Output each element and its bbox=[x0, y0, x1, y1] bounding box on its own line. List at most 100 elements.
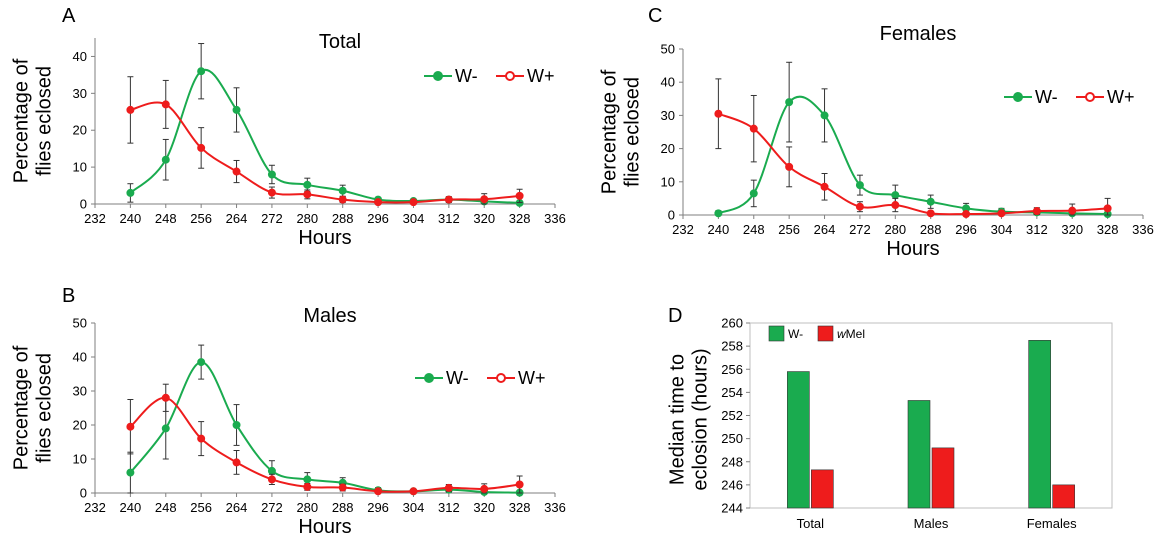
data-point bbox=[926, 209, 935, 218]
x-tick-label: 248 bbox=[155, 500, 177, 515]
data-point bbox=[374, 487, 383, 496]
data-point bbox=[409, 487, 418, 496]
x-axis-label: Hours bbox=[298, 227, 351, 249]
legend-label: W- bbox=[788, 327, 803, 341]
x-tick-label: 296 bbox=[367, 500, 389, 515]
data-point bbox=[820, 111, 829, 120]
y-tick-label: 10 bbox=[661, 174, 675, 189]
data-point bbox=[997, 209, 1006, 218]
panel-letter-d: D bbox=[668, 305, 682, 327]
series-w-plus bbox=[714, 78, 1112, 219]
x-tick-label: 288 bbox=[332, 211, 354, 226]
x-tick-label: 256 bbox=[778, 222, 800, 237]
data-point bbox=[232, 167, 241, 176]
y-tick-label: 0 bbox=[80, 197, 87, 212]
series-w-minus bbox=[714, 61, 1112, 219]
legend-label: wMel bbox=[837, 327, 865, 341]
data-point bbox=[749, 189, 758, 198]
x-tick-label: 296 bbox=[367, 211, 389, 226]
x-tick-label: 256 bbox=[190, 500, 212, 515]
y-tick-label: 30 bbox=[73, 384, 87, 399]
panel-letter-a: A bbox=[62, 5, 76, 27]
data-point bbox=[515, 480, 524, 489]
data-point bbox=[232, 105, 241, 114]
y-axis-label-line: Median time to bbox=[667, 354, 689, 485]
data-point bbox=[444, 195, 453, 204]
x-tick-label: 240 bbox=[708, 222, 730, 237]
x-tick-label: 248 bbox=[743, 222, 765, 237]
data-point bbox=[126, 422, 135, 431]
data-point bbox=[267, 475, 276, 484]
x-tick-label: 288 bbox=[332, 500, 354, 515]
legend-marker bbox=[496, 373, 506, 383]
data-point bbox=[785, 162, 794, 171]
data-point bbox=[480, 484, 489, 493]
data-point bbox=[444, 483, 453, 492]
y-axis-label: Median time toeclosion (hours) bbox=[667, 348, 712, 490]
x-tick-label: 280 bbox=[296, 500, 318, 515]
legend-label: W- bbox=[1035, 87, 1058, 107]
y-tick-label: 30 bbox=[661, 108, 675, 123]
y-tick-label: 246 bbox=[721, 477, 743, 492]
y-tick-label: 50 bbox=[661, 42, 675, 57]
series-w-plus bbox=[126, 76, 524, 207]
bar bbox=[811, 469, 834, 509]
x-tick-label: 304 bbox=[403, 500, 425, 515]
data-point bbox=[267, 188, 276, 197]
data-point bbox=[855, 181, 864, 190]
data-point bbox=[126, 188, 135, 197]
legend: W-wMel bbox=[768, 325, 865, 342]
x-tick-label: Total bbox=[797, 516, 825, 531]
data-point bbox=[749, 124, 758, 133]
y-tick-label: 248 bbox=[721, 454, 743, 469]
data-point bbox=[338, 195, 347, 204]
data-point bbox=[714, 209, 723, 218]
data-point bbox=[267, 170, 276, 179]
bar bbox=[787, 371, 810, 509]
y-tick-label: 40 bbox=[73, 350, 87, 365]
y-axis-label-line: flies eclosed bbox=[622, 77, 644, 187]
legend-marker bbox=[1085, 92, 1095, 102]
legend-label: W- bbox=[455, 66, 478, 86]
data-point bbox=[303, 482, 312, 491]
panel-d-median: D 244 246 248 250 252 254 256 258 260 Total Males F… bbox=[667, 305, 1113, 531]
data-point bbox=[926, 197, 935, 206]
x-tick-label: 336 bbox=[544, 211, 566, 226]
bar bbox=[1028, 340, 1051, 509]
legend-marker bbox=[424, 373, 434, 383]
x-tick-label: 240 bbox=[120, 211, 142, 226]
data-point bbox=[303, 180, 312, 189]
legend-marker bbox=[1013, 92, 1023, 102]
data-point bbox=[785, 98, 794, 107]
data-point bbox=[197, 358, 206, 367]
bar bbox=[907, 400, 931, 509]
y-tick-label: 0 bbox=[80, 486, 87, 501]
x-tick-label: 280 bbox=[884, 222, 906, 237]
x-tick-label: 296 bbox=[955, 222, 977, 237]
x-tick-label: 288 bbox=[920, 222, 942, 237]
y-axis-label: Percentage offlies eclosed bbox=[11, 345, 56, 470]
panel-b-males: B Males 0 10 20 30 40 50 232 240 248 256 264 272 280… bbox=[11, 285, 566, 538]
legend-swatch bbox=[817, 325, 834, 342]
bar bbox=[931, 447, 955, 509]
legend-marker bbox=[505, 71, 515, 81]
panel-letter-b: B bbox=[62, 285, 75, 307]
y-tick-label: 20 bbox=[661, 141, 675, 156]
x-tick-label: 328 bbox=[509, 211, 531, 226]
y-tick-label: 254 bbox=[721, 385, 743, 400]
data-point bbox=[338, 186, 347, 195]
x-tick-label: 304 bbox=[991, 222, 1013, 237]
y-tick-label: 30 bbox=[73, 86, 87, 101]
data-point bbox=[962, 210, 971, 219]
data-point bbox=[374, 198, 383, 207]
legend-label: W+ bbox=[527, 66, 555, 86]
chart-title: Females bbox=[880, 23, 957, 45]
data-point bbox=[1032, 207, 1041, 216]
y-tick-label: 40 bbox=[661, 75, 675, 90]
data-point bbox=[891, 201, 900, 210]
data-point bbox=[338, 483, 347, 492]
data-point bbox=[409, 198, 418, 207]
data-point bbox=[891, 191, 900, 200]
legend-label: W+ bbox=[518, 368, 546, 388]
